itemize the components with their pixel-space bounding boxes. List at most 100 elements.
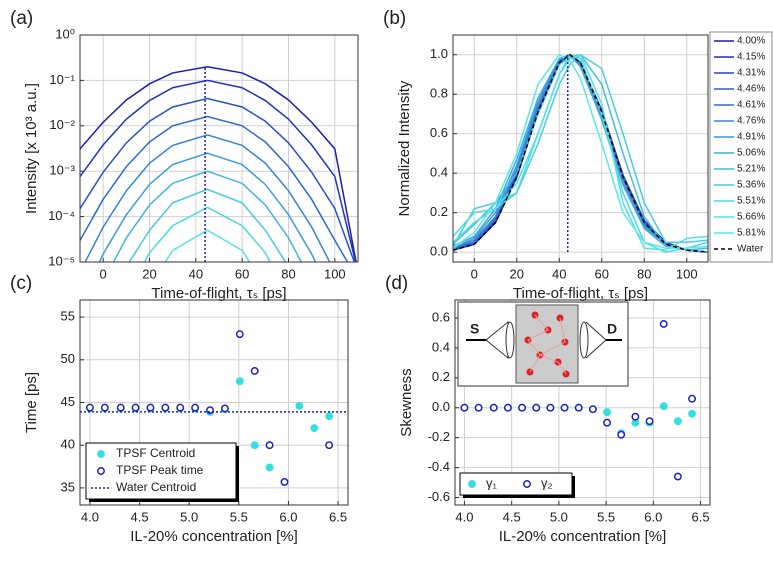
- line: [80, 79, 357, 262]
- point: [235, 330, 244, 339]
- point: [310, 424, 319, 433]
- point: [250, 441, 259, 450]
- x-tick-label: 20: [510, 266, 524, 281]
- line: [112, 170, 303, 262]
- panel-label: (b): [383, 8, 406, 29]
- point: [116, 403, 125, 412]
- x-tick-label: 100: [324, 266, 346, 281]
- point: [460, 403, 469, 412]
- legend-label: TPSF Centroid: [116, 446, 195, 460]
- point: [603, 418, 612, 427]
- plot-area: [80, 330, 348, 486]
- line: [453, 53, 708, 251]
- panel-label: (c): [10, 273, 32, 294]
- point: [518, 403, 527, 412]
- y-axis-title: Skewness: [398, 368, 415, 436]
- legend-label: γ₁: [486, 475, 498, 490]
- y-tick-label: 0.2: [432, 369, 450, 384]
- x-tick-label: 5.5: [597, 509, 615, 524]
- legend-label: 5.06%: [737, 148, 765, 159]
- y-tick-label: 50: [61, 351, 75, 366]
- point: [631, 412, 640, 421]
- y-tick-label: 0.0: [430, 244, 448, 259]
- y-tick-label: 0.4: [430, 165, 448, 180]
- x-tick-label: 6.0: [279, 509, 297, 524]
- point: [325, 412, 334, 421]
- x-tick-label: 0: [100, 266, 107, 281]
- x-tick-label: 40: [189, 266, 203, 281]
- legend-label: γ₂: [541, 475, 553, 490]
- point: [131, 403, 140, 412]
- y-tick-label: -0.6: [428, 489, 450, 504]
- legend-label: 5.51%: [737, 196, 765, 207]
- y-tick-label: 0.2: [430, 204, 448, 219]
- y-tick-label: 0.8: [430, 86, 448, 101]
- plot-frame: [452, 34, 709, 263]
- y-tick-label: 10⁻²: [49, 117, 75, 132]
- y-tick-label: 45: [61, 394, 75, 409]
- x-axis-title: IL-20% concentration [%]: [130, 528, 298, 545]
- x-tick-label: 40: [552, 266, 566, 281]
- x-tick-label: 6.0: [644, 509, 662, 524]
- point: [560, 403, 569, 412]
- plot-area: [453, 53, 708, 253]
- panel-label: (d): [385, 273, 408, 294]
- point: [265, 463, 274, 472]
- legend-label: Water: [737, 244, 764, 255]
- plot-area: [460, 319, 697, 481]
- legend-marker: [468, 480, 476, 488]
- line: [84, 134, 331, 262]
- line: [80, 97, 356, 262]
- y-axis-title: Intensity [x 10³ a.u.]: [23, 83, 40, 214]
- point: [688, 394, 697, 403]
- x-tick-label: 100: [676, 266, 698, 281]
- y-axis-title: Normalized Intensity: [396, 80, 413, 216]
- line: [143, 206, 271, 262]
- point: [280, 477, 289, 486]
- x-tick-label: 20: [142, 266, 156, 281]
- y-tick-label: 10⁰: [55, 26, 75, 41]
- legend-label: 5.21%: [737, 164, 765, 175]
- line: [128, 188, 287, 262]
- y-tick-label: -0.4: [428, 459, 450, 474]
- legend-label: Water Centroid: [116, 480, 196, 494]
- point: [85, 403, 94, 412]
- y-tick-label: 0.4: [432, 339, 450, 354]
- y-tick-label: 1.0: [430, 46, 448, 61]
- legend-frame: [459, 472, 573, 496]
- point: [100, 403, 109, 412]
- legend-frame: [709, 31, 773, 263]
- x-tick-label: 4.0: [81, 509, 99, 524]
- detector-label: D: [607, 321, 617, 337]
- legend-marker: [97, 467, 105, 475]
- x-tick-label: 4.5: [503, 509, 521, 524]
- legend-label: 5.36%: [737, 180, 765, 191]
- point: [673, 417, 682, 426]
- x-tick-label: 6.5: [329, 509, 347, 524]
- point: [603, 408, 612, 417]
- x-tick-label: 0: [471, 266, 478, 281]
- y-tick-label: 0.0: [432, 399, 450, 414]
- x-tick-label: 80: [281, 266, 295, 281]
- legend-label: 4.91%: [737, 132, 765, 143]
- source-label: S: [470, 321, 479, 337]
- point: [161, 403, 170, 412]
- x-axis-title: IL-20% concentration [%]: [499, 528, 667, 545]
- x-tick-label: 5.5: [230, 509, 248, 524]
- line: [80, 115, 349, 262]
- point: [235, 377, 244, 386]
- legend-label: 5.81%: [737, 228, 765, 239]
- y-tick-label: 10⁻³: [49, 163, 75, 178]
- point: [146, 403, 155, 412]
- y-axis-title: Time [ps]: [23, 372, 40, 433]
- y-tick-label: 10⁻¹: [49, 72, 75, 87]
- panel-label: (a): [10, 8, 33, 29]
- x-axis-title: Time-of-flight, τₛ [ps]: [513, 285, 648, 302]
- plot-frame: [454, 299, 711, 506]
- legend-label: 4.15%: [737, 52, 765, 63]
- point: [191, 403, 200, 412]
- point: [673, 472, 682, 481]
- line: [453, 53, 708, 253]
- line: [453, 53, 708, 247]
